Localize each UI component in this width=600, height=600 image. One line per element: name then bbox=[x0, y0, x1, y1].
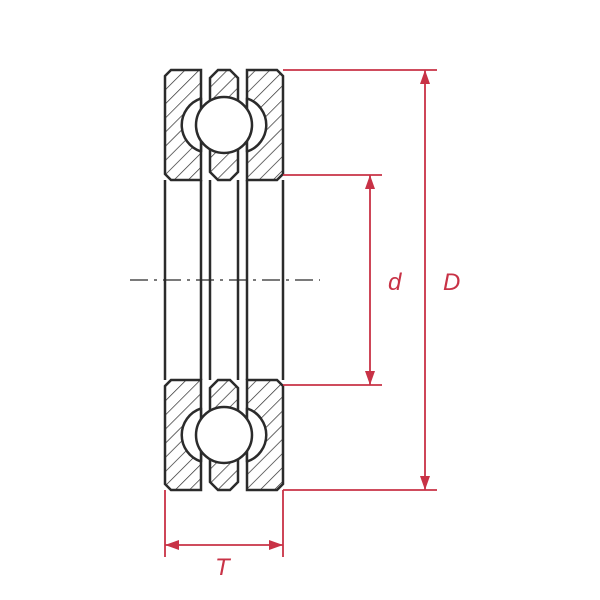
dim-D-label: D bbox=[443, 269, 460, 296]
dim-d-label: d bbox=[388, 269, 402, 296]
dim-T-label: T bbox=[215, 554, 232, 581]
